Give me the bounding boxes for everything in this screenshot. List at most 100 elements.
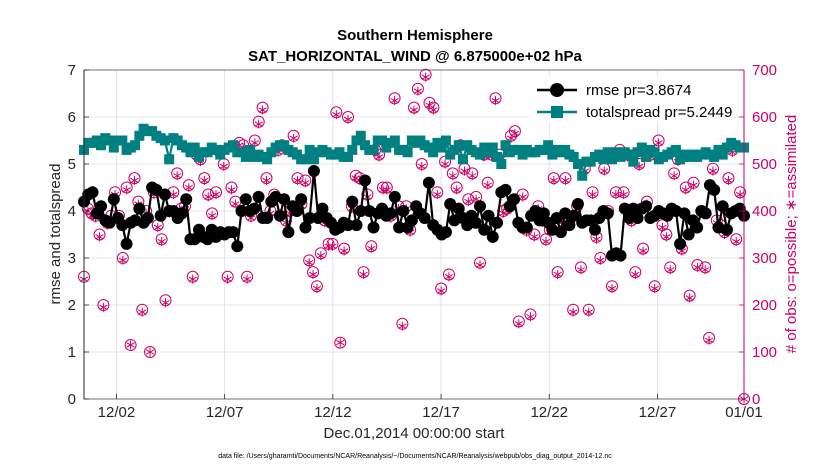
asterisk-stroke — [638, 248, 648, 254]
x-tick-label: 12/07 — [206, 404, 244, 421]
data-file-footnote: data file: /Users/gharamti/Documents/NCA… — [218, 453, 612, 460]
asterisk-stroke — [184, 184, 193, 191]
x-tick-label: 12/22 — [530, 404, 568, 421]
obs-assimilated-marker — [223, 274, 232, 284]
asterisk-stroke — [452, 187, 461, 193]
rmse-marker — [235, 205, 248, 217]
asterisk-stroke — [207, 213, 217, 219]
asterisk-stroke — [471, 196, 481, 202]
asterisk-stroke — [491, 97, 500, 104]
obs-assimilated-marker — [421, 72, 430, 82]
obs-assimilated-marker — [724, 175, 733, 185]
obs-assimilated-marker — [526, 312, 535, 322]
legend-rmse-label: rmse pr=3.8674 — [586, 82, 691, 99]
asterisk-stroke — [246, 215, 256, 221]
rmse-marker — [405, 214, 418, 227]
obs-assimilated-marker — [254, 119, 263, 129]
obs-assimilated-marker — [207, 211, 217, 221]
obs-assimilated-marker — [359, 269, 368, 279]
asterisk-stroke — [588, 191, 597, 198]
x-tick-label: 12/27 — [639, 404, 677, 421]
rmse-marker — [486, 230, 499, 243]
y-right-tick-label: 500 — [752, 156, 777, 173]
rmse-marker — [439, 226, 452, 239]
asterisk-stroke — [596, 257, 605, 264]
asterisk-stroke — [359, 271, 368, 278]
obs-assimilated-marker — [374, 152, 384, 162]
asterisk-stroke — [145, 349, 155, 355]
asterisk-stroke — [724, 177, 733, 184]
obs-assimilated-marker — [460, 166, 469, 176]
totalspread-marker — [496, 159, 507, 169]
obs-assimilated-marker — [219, 161, 228, 171]
obs-assimilated-marker — [588, 190, 597, 200]
totalspread-marker — [245, 144, 256, 155]
obs-assimilated-marker — [305, 258, 314, 268]
obs-assimilated-marker — [316, 251, 325, 261]
obs-assimilated-marker — [592, 234, 601, 244]
y-axis-label-left: rmse and totalspread — [47, 164, 64, 305]
obs-assimilated-marker — [324, 241, 333, 251]
rmse-marker — [469, 216, 482, 229]
obs-assimilated-marker — [662, 232, 671, 242]
rmse-marker — [452, 202, 465, 215]
totalspread-marker — [117, 135, 128, 146]
rmse-marker — [299, 221, 312, 234]
asterisk-stroke — [250, 140, 259, 146]
obs-assimilated-marker — [619, 190, 628, 200]
chart-subtitle: SAT_HORIZONTAL_WIND @ 6.875000e+02 hPa — [248, 48, 582, 65]
obs-assimilated-marker — [658, 222, 667, 232]
asterisk-stroke — [367, 245, 376, 252]
totalspread-marker — [568, 151, 579, 162]
asterisk-stroke — [732, 238, 741, 245]
asterisk-stroke — [332, 111, 341, 118]
rmse-marker — [682, 228, 695, 241]
totalspread-marker — [628, 156, 639, 167]
asterisk-stroke — [530, 234, 539, 240]
obs-assimilated-marker — [289, 133, 298, 143]
obs-assimilated-marker — [650, 284, 659, 294]
asterisk-stroke — [631, 271, 640, 278]
rmse-marker — [316, 202, 329, 215]
totalspread-marker — [572, 159, 583, 169]
obs-assimilated-marker — [429, 105, 438, 115]
obs-assimilated-marker — [173, 171, 182, 181]
obs-assimilated-marker — [339, 246, 349, 256]
obs-assimilated-marker — [184, 183, 193, 192]
asterisk-stroke — [378, 187, 388, 193]
y-right-tick-label: 100 — [752, 344, 777, 361]
asterisk-stroke — [336, 339, 345, 346]
obs-assimilated-marker — [491, 96, 500, 106]
obs-assimilated-marker — [157, 237, 166, 247]
totalspread-marker — [304, 144, 315, 155]
rmse-marker — [133, 202, 146, 215]
asterisk-stroke — [526, 314, 535, 320]
rmse-marker — [350, 219, 363, 232]
asterisk-stroke — [440, 161, 450, 167]
obs-assimilated-marker — [553, 269, 562, 279]
totalspread-marker — [598, 154, 609, 165]
asterisk-stroke — [390, 97, 399, 104]
asterisk-stroke — [669, 173, 679, 179]
rmse-marker — [699, 207, 712, 220]
asterisk-stroke — [607, 285, 617, 292]
totalspread-marker — [355, 130, 366, 141]
asterisk-stroke — [339, 248, 349, 254]
asterisk-stroke — [425, 102, 434, 108]
asterisk-stroke — [293, 177, 302, 184]
obs-assimilated-marker — [530, 232, 539, 242]
y-right-tick-label: 200 — [752, 297, 777, 314]
asterisk-stroke — [654, 140, 663, 146]
legend-spread-label: totalspread pr=5.2449 — [586, 104, 732, 121]
asterisk-stroke — [701, 267, 710, 273]
x-tick-label: 12/17 — [422, 404, 460, 421]
x-tick-label: 01/01 — [725, 404, 763, 421]
asterisk-stroke — [437, 288, 446, 294]
totalspread-marker — [428, 147, 439, 158]
rmse-marker — [397, 205, 410, 217]
asterisk-stroke — [506, 135, 516, 141]
obs-assimilated-marker — [666, 265, 675, 275]
y-right-tick-label: 300 — [752, 250, 777, 267]
obs-assimilated-marker — [138, 307, 147, 317]
y-left-tick-label: 6 — [68, 109, 76, 126]
